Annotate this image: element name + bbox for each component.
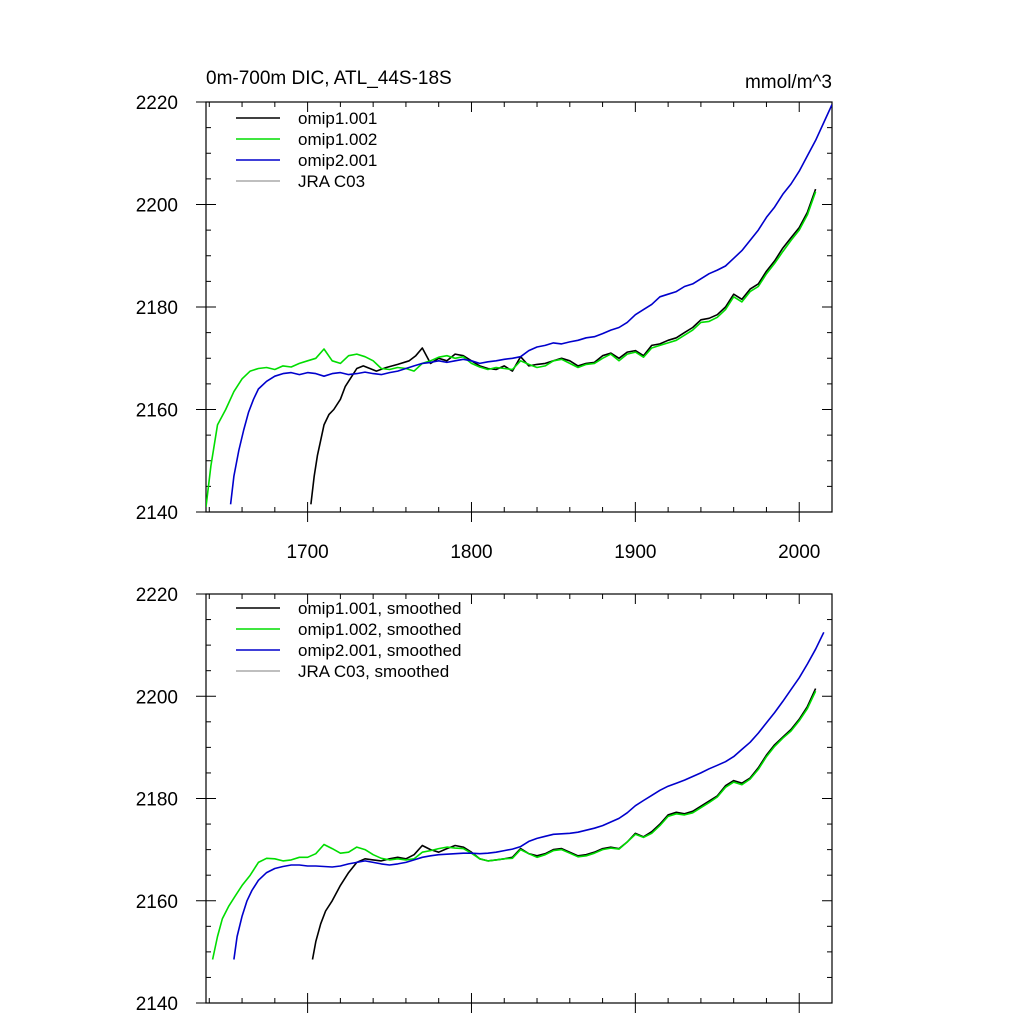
legend-label: omip2.001, smoothed [298,641,462,660]
y-tick-label: 2160 [136,892,178,913]
series-line-omip2-001 [229,104,832,505]
x-tick-label: 1800 [450,542,492,563]
series-line-omip1-001 [310,188,817,505]
x-axis-ticks [208,102,833,522]
y-tick-label: 2180 [136,298,178,319]
legend-label: omip1.001 [298,109,377,128]
legend-label: JRA C03 [298,172,365,191]
x-tick-label: 2000 [778,542,820,563]
chart-title: 0m-700m DIC, ATL_44S-18S [206,68,452,89]
x-axis-ticks [208,594,833,1013]
y-tick-label: 2200 [136,196,178,217]
y-tick-label: 2220 [136,93,178,114]
legend-label: omip1.002, smoothed [298,620,462,639]
y-tick-label: 2220 [136,585,178,606]
y-axis-ticks [196,101,832,513]
units-label: mmol/m^3 [745,72,832,93]
legend-label: JRA C03, smoothed [298,662,449,681]
top-panel: 2140 2160 2180 2200 2220 1700 1800 1900 2000 0m-7… [136,68,833,563]
x-tick-label: 1900 [614,542,656,563]
series-line-omip1-001-smoothed [311,688,817,960]
series-line-omip2-001-smoothed [233,631,825,960]
y-tick-label: 2140 [136,994,178,1015]
y-axis-ticks [196,593,832,1004]
legend-label: omip1.001, smoothed [298,599,462,618]
legend-label: omip1.002 [298,130,377,149]
series-line-omip1-002-smoothed [211,690,817,960]
y-tick-label: 2140 [136,503,178,524]
series-line-omip1-002 [206,191,817,507]
legend: omip1.001 omip1.002 omip2.001 JRA C03 [236,109,377,191]
x-tick-label: 1700 [286,542,328,563]
y-tick-label: 2180 [136,790,178,811]
y-tick-label: 2160 [136,401,178,422]
series-lines [211,631,825,960]
y-tick-label: 2200 [136,687,178,708]
series-lines [206,104,832,507]
legend-label: omip2.001 [298,151,377,170]
legend: omip1.001, smoothed omip1.002, smoothed om… [236,599,462,681]
